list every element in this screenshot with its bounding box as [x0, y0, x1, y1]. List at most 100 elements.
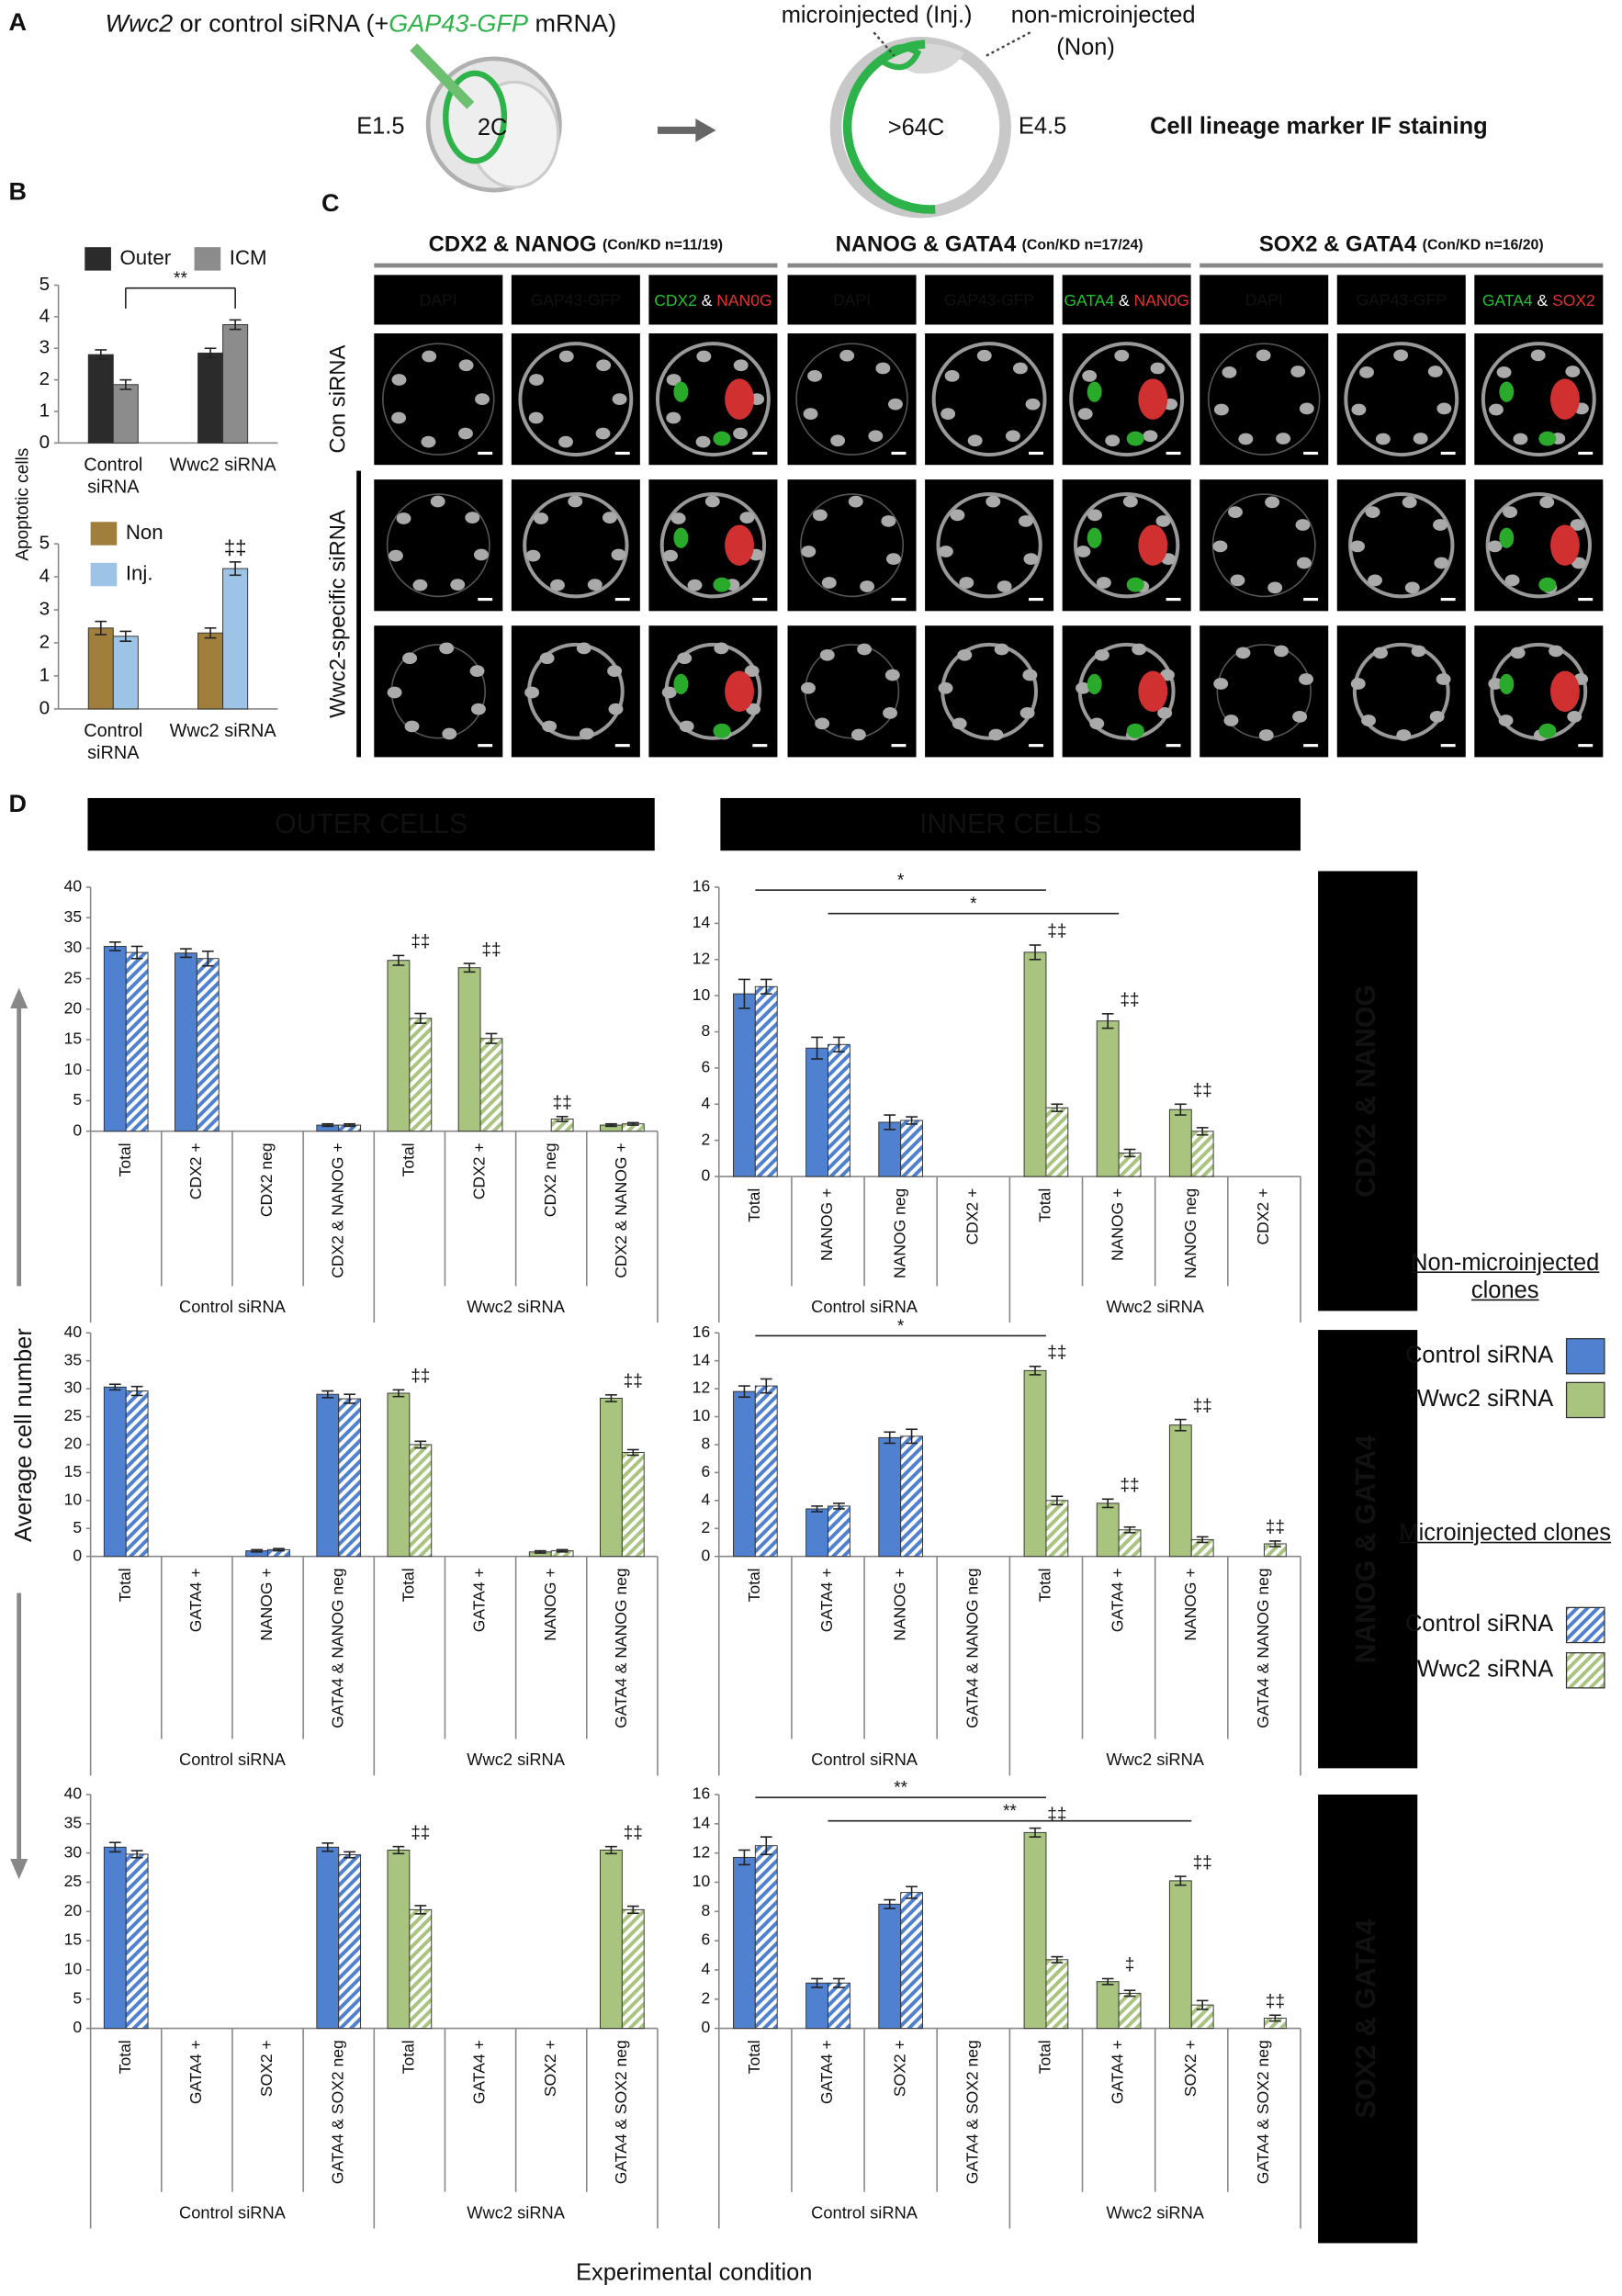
nucleus [1022, 669, 1038, 681]
nucleus [1295, 519, 1311, 531]
embryo-outline [382, 343, 495, 456]
marker-red [725, 670, 754, 713]
bar [112, 384, 139, 444]
y-tick-label: 0 [701, 1166, 710, 1185]
significance-mark: ‡‡ [1047, 1805, 1066, 1824]
significance-mark: ‡‡ [481, 940, 501, 960]
channel-label: GATA4 & SOX2 [1482, 291, 1595, 310]
channel-label: GAP43-GFP [531, 291, 621, 310]
nucleus [986, 495, 1001, 508]
embryo-outline [655, 342, 771, 457]
bar [878, 1121, 902, 1177]
x-tick-label: Total [1036, 2040, 1054, 2074]
significance-mark: ‡‡ [1193, 1853, 1212, 1873]
nucleus [819, 648, 835, 661]
nucleus [1489, 403, 1504, 416]
significance-mark: ** [174, 269, 187, 288]
bar [103, 1846, 127, 2030]
nucleus [596, 359, 612, 372]
significance-mark: ‡‡ [1193, 1081, 1212, 1100]
x-tick-label: SOX2 + [890, 2040, 908, 2097]
significance-mark: ‡‡ [1120, 1476, 1139, 1495]
y-tick-label: 4 [39, 305, 51, 326]
nucleus [1143, 430, 1158, 443]
nucleus [612, 393, 627, 405]
group-label: Wwc2 siRNA [467, 2202, 565, 2222]
annotation: non-microinjected [1011, 2, 1196, 28]
nucleus [815, 717, 830, 730]
nucleus [733, 427, 749, 440]
y-tick-label: 10 [693, 1406, 711, 1424]
nucleus [458, 427, 473, 440]
legend-swatch [1565, 1606, 1605, 1644]
axis-title: Experimental condition [576, 2260, 812, 2286]
nucleus [1082, 369, 1098, 382]
bar [828, 1505, 850, 1558]
title-part: Wwc2 [106, 9, 174, 37]
bar [805, 1982, 828, 2030]
scale-bar [891, 597, 907, 602]
scale-bar [614, 451, 630, 456]
significance-mark: ** [894, 1779, 907, 1798]
y-tick-label: 40 [64, 877, 83, 895]
bar [1190, 1131, 1214, 1177]
bar [338, 1854, 362, 2030]
merge-part: CDX2 [654, 291, 697, 310]
nucleus [1411, 645, 1426, 658]
significance-mark: ‡‡ [1193, 1396, 1212, 1415]
embryo-outline [936, 492, 1042, 599]
nucleus [450, 579, 466, 591]
y-tick-label: 5 [39, 533, 51, 554]
nucleus [1122, 495, 1138, 508]
nucleus [1350, 540, 1366, 553]
marker-green [713, 577, 731, 592]
bar [621, 1908, 645, 2030]
nucleus [952, 717, 967, 730]
bar [1045, 1107, 1069, 1177]
bar [316, 1846, 340, 2030]
x-tick-label: Total [400, 2040, 418, 2074]
row-rule [356, 470, 361, 758]
nucleus [884, 669, 900, 681]
y-tick-label: 16 [693, 1784, 710, 1803]
x-tick-label: Total [745, 1568, 763, 1602]
bar [222, 323, 249, 444]
y-tick-label: 10 [64, 1960, 83, 1978]
nucleus [1368, 574, 1382, 587]
scale-bar [752, 744, 768, 748]
bar [754, 1845, 778, 2030]
nucleus [967, 434, 983, 447]
y-tick-label: 5 [73, 1988, 82, 2007]
bar [754, 985, 778, 1177]
bar [900, 1435, 923, 1558]
merge-part: & [1114, 291, 1133, 310]
marker-red [1138, 378, 1168, 420]
bar [733, 1390, 756, 1558]
nucleus [1213, 403, 1229, 416]
bar [900, 1892, 923, 2030]
bar [125, 951, 149, 1132]
x-tick-label: GATA4 & NANOG neg [1254, 1568, 1272, 1728]
nucleus [525, 549, 541, 562]
y-tick-label: 12 [693, 949, 710, 967]
bar [1118, 1529, 1142, 1558]
nucleus [746, 703, 761, 715]
x-tick-label: CDX2 & NANOG + [328, 1142, 346, 1277]
x-tick-label: Control siRNA [84, 455, 143, 498]
y-tick-label: 4 [701, 1490, 710, 1508]
group-label: Control siRNA [811, 2202, 918, 2222]
channel-label: GATA4 & NAN0G [1064, 291, 1189, 310]
nucleus [1299, 673, 1313, 685]
merge-part: SOX2 [1552, 291, 1595, 310]
marker-green [713, 431, 731, 446]
y-tick-label: 10 [64, 1490, 83, 1508]
significance-mark: ‡‡ [224, 535, 247, 558]
embryo-outline [1211, 493, 1316, 598]
nucleus [524, 686, 540, 699]
group-label: Wwc2 siRNA [467, 1750, 565, 1769]
bar [1045, 1500, 1069, 1558]
nucleus [1433, 519, 1447, 531]
x-tick-label: GATA4 + [817, 2040, 836, 2104]
column-title: INNER CELLS [919, 809, 1101, 839]
nucleus [994, 643, 1009, 656]
